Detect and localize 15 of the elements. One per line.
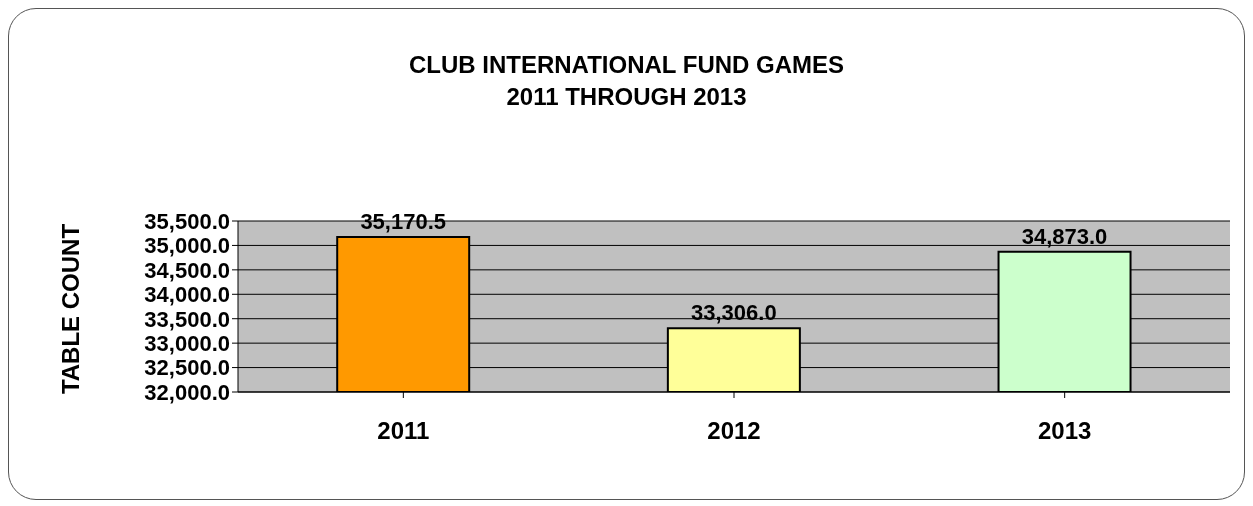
y-tick-label: 32,500.0 (144, 355, 230, 381)
data-label: 35,170.5 (360, 209, 447, 235)
x-tick-label: 2012 (707, 417, 761, 445)
y-tick-label: 33,000.0 (144, 330, 230, 356)
y-tick-label: 35,500.0 (144, 208, 230, 234)
y-tick-label: 35,000.0 (144, 233, 230, 259)
x-tick-label: 2013 (1037, 417, 1092, 445)
x-tick-label: 2011 (377, 417, 430, 445)
y-tick-label: 33,500.0 (144, 306, 230, 332)
y-tick-label: 34,500.0 (144, 257, 230, 283)
chart-title: CLUB INTERNATIONAL FUND GAMES 2011 THROUGH 2013 (407, 50, 846, 112)
y-tick-label: 34,000.0 (144, 282, 230, 308)
y-tick-label: 32,000.0 (144, 379, 230, 405)
data-label: 34,873.0 (1021, 223, 1108, 249)
y-axis-title: TABLE COUNT (56, 222, 85, 397)
